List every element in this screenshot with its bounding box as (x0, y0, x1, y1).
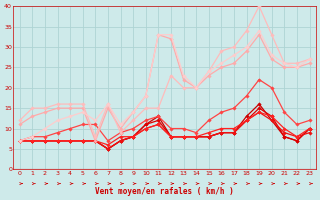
X-axis label: Vent moyen/en rafales ( km/h ): Vent moyen/en rafales ( km/h ) (95, 187, 234, 196)
